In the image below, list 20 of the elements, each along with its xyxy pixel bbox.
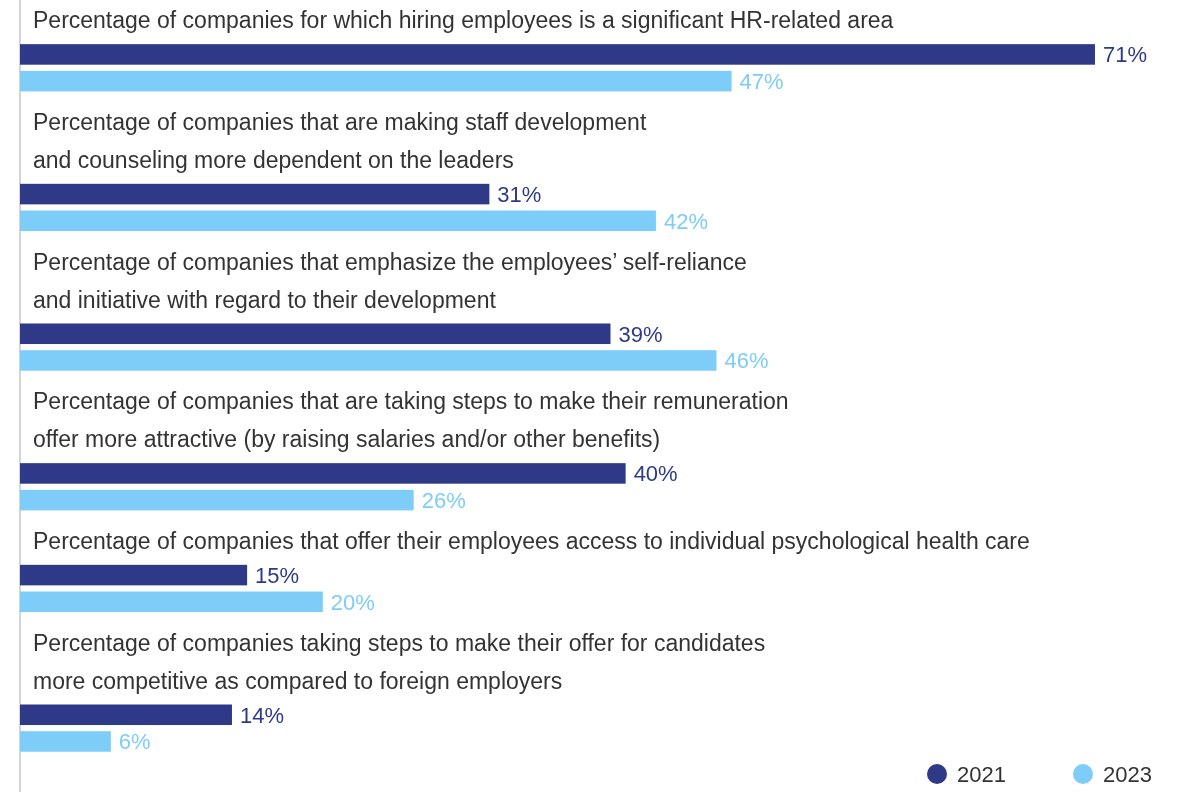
data-label: 14% [239,702,285,728]
y-tick-label: Percentage of companies taking steps to make their offer for candidates more competitive as compared to foreign employers [33,629,766,694]
data-label: 42% [663,208,708,234]
data-label: 31% [497,182,542,208]
data-label: 71% [1103,42,1148,68]
data-label: 26% [421,488,466,514]
data-label: 47% [739,69,784,95]
data-label: 39% [618,321,663,347]
legend-label: 2023 [1103,762,1152,787]
y-tick-label: Percentage of companies that are making staff development and counseling more dependent on the leaders [33,109,647,174]
data-label: 20% [330,589,375,615]
data-label: 15% [255,563,300,589]
legend-label: 2021 [957,762,1006,787]
y-tick-label: Percentage of companies that offer their employees access to individual psychological health care [33,528,1030,555]
data-label: 6% [118,729,151,755]
y-tick-label: Percentage of companies that are taking steps to make their remuneration offer more attractive (by raising salaries and/or other benefits) [33,388,789,453]
y-tick-label: Percentage of companies for which hiring employees is a significant HR-related area [33,7,894,34]
y-tick-label: Percentage of companies that emphasize the employees’ self-reliance and initiative with regard to their development [33,248,747,313]
data-label: 46% [724,348,769,374]
data-label: 40% [633,461,678,487]
